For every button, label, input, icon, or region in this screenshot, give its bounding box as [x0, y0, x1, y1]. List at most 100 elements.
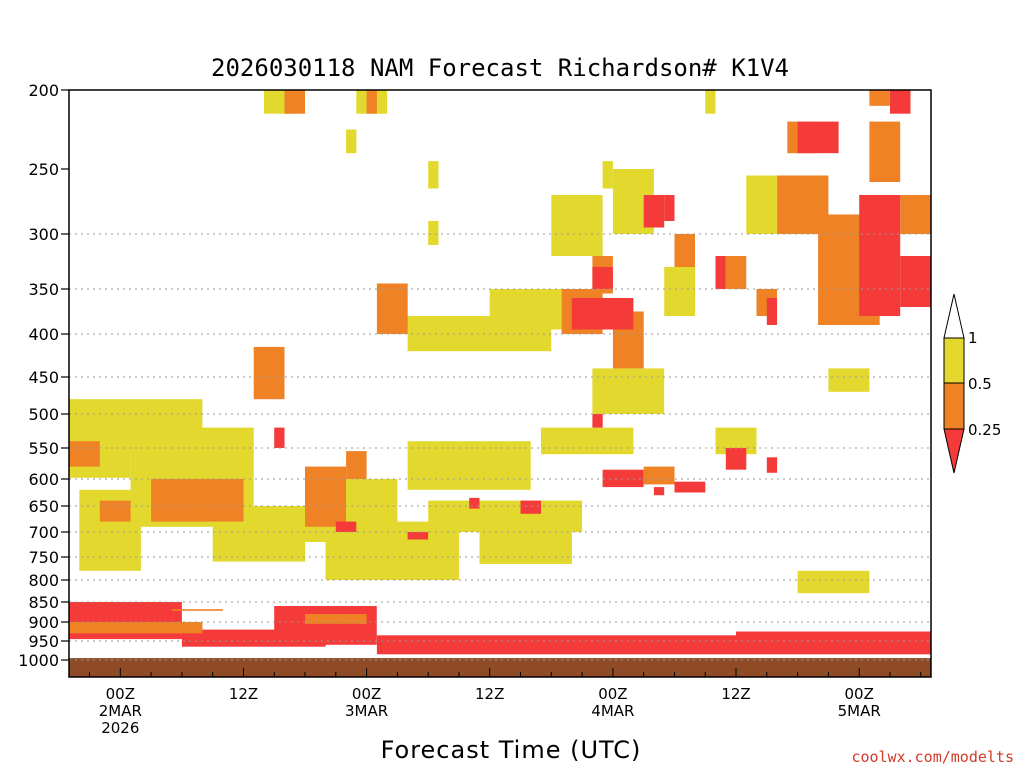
- heatmap-cell-yellow: [489, 289, 562, 330]
- y-tick-label-1000: 1000: [18, 651, 59, 670]
- heatmap-cell-red: [797, 121, 839, 154]
- heatmap-cell-red: [69, 602, 182, 640]
- heatmap-cell-yellow: [592, 368, 665, 414]
- heatmap-cell-red: [766, 298, 778, 325]
- x-tick-label-72-1: 5MAR: [838, 702, 881, 720]
- y-tick-label-250: 250: [28, 160, 59, 179]
- y-tick-label-550: 550: [28, 439, 59, 458]
- heatmap-cell-orange: [171, 609, 223, 611]
- heatmap-cell-red: [592, 414, 603, 428]
- heatmap-cell-red: [592, 267, 613, 289]
- legend-swatch-bottom: [943, 428, 965, 474]
- legend: 1 0.5 0.25: [943, 293, 1001, 474]
- heatmap-cell-yellow: [705, 90, 716, 114]
- heatmap-cell-red: [520, 500, 541, 514]
- legend-label-2: 0.25: [968, 421, 1001, 439]
- heatmap-cell-red: [602, 469, 644, 488]
- heatmap-cell-yellow: [428, 500, 583, 532]
- x-tick-label-24-0: 00Z: [352, 685, 381, 703]
- heatmap-cell-red: [653, 487, 665, 496]
- x-tick-label-60-0: 12Z: [721, 685, 750, 703]
- heatmap-cell-orange: [900, 195, 931, 234]
- heatmap-cell-red: [900, 256, 931, 307]
- heatmap-cell-red: [890, 90, 911, 114]
- heatmap-cell-orange: [674, 234, 695, 267]
- y-tick-label-950: 950: [28, 632, 59, 651]
- credit-text: coolwx.com/modelts: [851, 748, 1014, 766]
- heatmap-cell-orange: [253, 346, 285, 400]
- heatmap-cell-red: [664, 195, 675, 221]
- heatmap-cell-red: [725, 448, 747, 470]
- heatmap-cell-yellow: [407, 441, 531, 490]
- ground-fill: [69, 658, 931, 677]
- heatmap-cell-orange: [869, 121, 901, 182]
- heatmap-cell-yellow: [428, 221, 439, 245]
- y-tick-label-650: 650: [28, 497, 59, 516]
- heatmap-cell-red: [766, 457, 778, 473]
- heatmap-cell-yellow: [346, 129, 357, 154]
- heatmap-cell-orange: [376, 283, 408, 334]
- heatmap-cell-red: [715, 256, 726, 289]
- y-tick-label-400: 400: [28, 325, 59, 344]
- heatmap-cell-orange: [151, 479, 244, 522]
- y-tick-label-450: 450: [28, 368, 59, 387]
- heatmap-cell-red: [674, 481, 706, 493]
- heatmap-cell-orange: [725, 256, 747, 289]
- heatmap-cell-yellow: [479, 532, 572, 564]
- legend-swatch-orange: [943, 382, 965, 430]
- heatmap-cell-yellow: [797, 570, 870, 594]
- x-tick-label-12-0: 12Z: [229, 685, 258, 703]
- heatmap-cell-yellow: [664, 267, 695, 316]
- x-tick-label-0-2: 2026: [101, 719, 139, 737]
- heatmap-cells: [69, 90, 931, 677]
- y-tick-label-850: 850: [28, 593, 59, 612]
- heatmap-cell-orange: [305, 466, 346, 527]
- heatmap-cell-yellow: [551, 195, 603, 256]
- heatmap-cell-orange: [69, 441, 100, 467]
- x-tick-label-36-0: 12Z: [475, 685, 504, 703]
- x-axis-label: Forecast Time (UTC): [381, 736, 642, 764]
- heatmap-cell-orange: [869, 90, 890, 106]
- heatmap-cell-orange: [643, 466, 675, 485]
- heatmap-cell-red: [643, 195, 665, 228]
- heatmap-cell-red: [469, 497, 480, 509]
- heatmap-cell-orange: [305, 614, 367, 624]
- y-tick-label-750: 750: [28, 548, 59, 567]
- heatmap-cell-orange: [346, 451, 367, 479]
- heatmap-cell-yellow: [541, 427, 634, 455]
- y-tick-label-200: 200: [28, 81, 59, 100]
- heatmap-cell-orange: [99, 500, 131, 522]
- x-tick-label-0-0: 00Z: [106, 685, 135, 703]
- heatmap-cell-red: [407, 532, 429, 540]
- heatmap-cell-red: [274, 606, 377, 645]
- chart-title: 2026030118 NAM Forecast Richardson# K1V4: [211, 54, 789, 82]
- heatmap-cell-orange: [366, 90, 377, 114]
- heatmap-cell-yellow: [602, 161, 613, 189]
- x-tick-label-72-0: 00Z: [845, 685, 874, 703]
- x-tick-label-48-0: 00Z: [598, 685, 627, 703]
- y-tick-label-600: 600: [28, 470, 59, 489]
- x-tick-label-48-1: 4MAR: [591, 702, 634, 720]
- heatmap-cell-red: [335, 521, 357, 532]
- legend-swatch-yellow: [943, 337, 965, 384]
- y-axis: 200 250 300 350 400 450 500 550 600 650 700 750 800 8…: [18, 81, 69, 670]
- y-tick-label-900: 900: [28, 613, 59, 632]
- heatmap-cell-red: [736, 631, 931, 641]
- heatmap-cell-red: [571, 298, 634, 330]
- plot-frame: [68, 89, 932, 678]
- heatmap-cell-orange: [69, 622, 203, 634]
- x-tick-label-0-1: 2MAR: [99, 702, 142, 720]
- y-tick-label-500: 500: [28, 405, 59, 424]
- heatmap-cell-yellow: [828, 368, 870, 392]
- legend-label-0: 1: [968, 329, 978, 347]
- heatmap-cell-red: [859, 195, 901, 316]
- legend-label-1: 0.5: [968, 375, 992, 393]
- y-tick-label-300: 300: [28, 225, 59, 244]
- y-tick-label-800: 800: [28, 571, 59, 590]
- y-tick-label-700: 700: [28, 523, 59, 542]
- heatmap-cell-red: [274, 427, 285, 448]
- x-tick-label-24-1: 3MAR: [345, 702, 388, 720]
- y-tick-label-350: 350: [28, 280, 59, 299]
